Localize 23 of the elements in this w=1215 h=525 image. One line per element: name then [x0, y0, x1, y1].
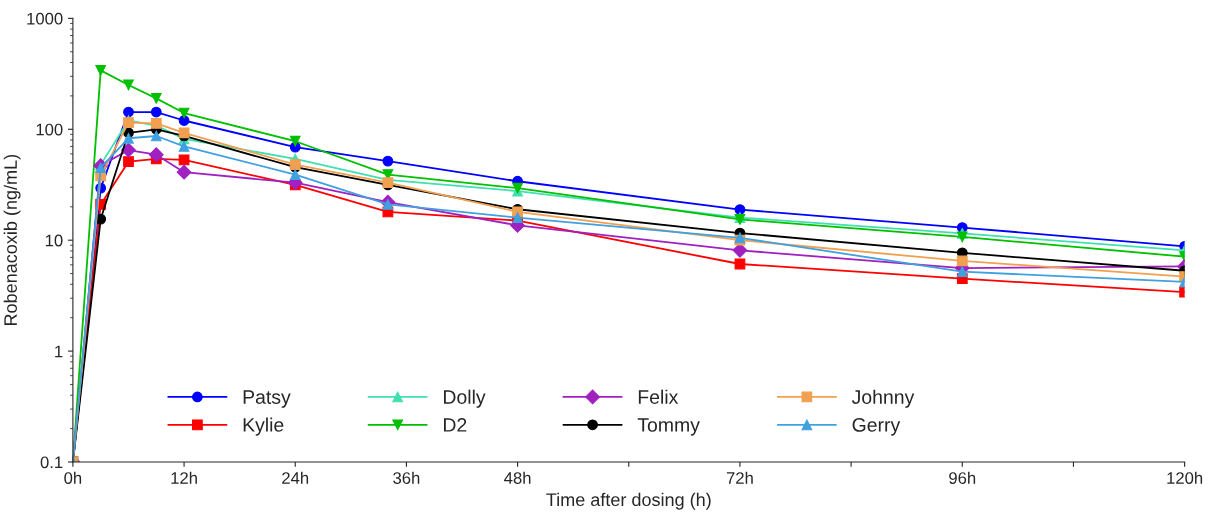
x-axis-title: Time after dosing (h): [546, 492, 711, 510]
x-tick-label: 36h: [393, 471, 420, 484]
x-tick-label: 48h: [504, 471, 531, 484]
legend-label: Felix: [638, 389, 679, 404]
y-tick-label: 10: [45, 234, 63, 247]
x-tick-label: 96h: [949, 471, 976, 484]
x-tick-label: 72h: [726, 471, 753, 484]
x-tick-label: 120h: [1167, 471, 1203, 484]
x-tick-label: 12h: [171, 471, 197, 484]
legend-label: Dolly: [444, 389, 486, 408]
y-axis-title: Robenacoxib (ng/mL): [3, 154, 21, 326]
y-tick-label: 1000: [27, 12, 63, 25]
y-tick-label: 1: [55, 345, 63, 358]
y-tick-label: 100: [36, 123, 63, 136]
x-tick-label: 24h: [282, 471, 309, 484]
legend-label: D2: [444, 418, 467, 432]
y-tick-label: 0.1: [40, 456, 63, 469]
legend-label: Johnny: [851, 389, 915, 408]
legend-label: Patsy: [243, 390, 291, 408]
legend-label: Kylie: [243, 417, 284, 436]
x-tick-label: 0h: [64, 471, 82, 484]
legend-label: Gerry: [852, 418, 901, 436]
legend-label: Tommy: [637, 418, 700, 436]
